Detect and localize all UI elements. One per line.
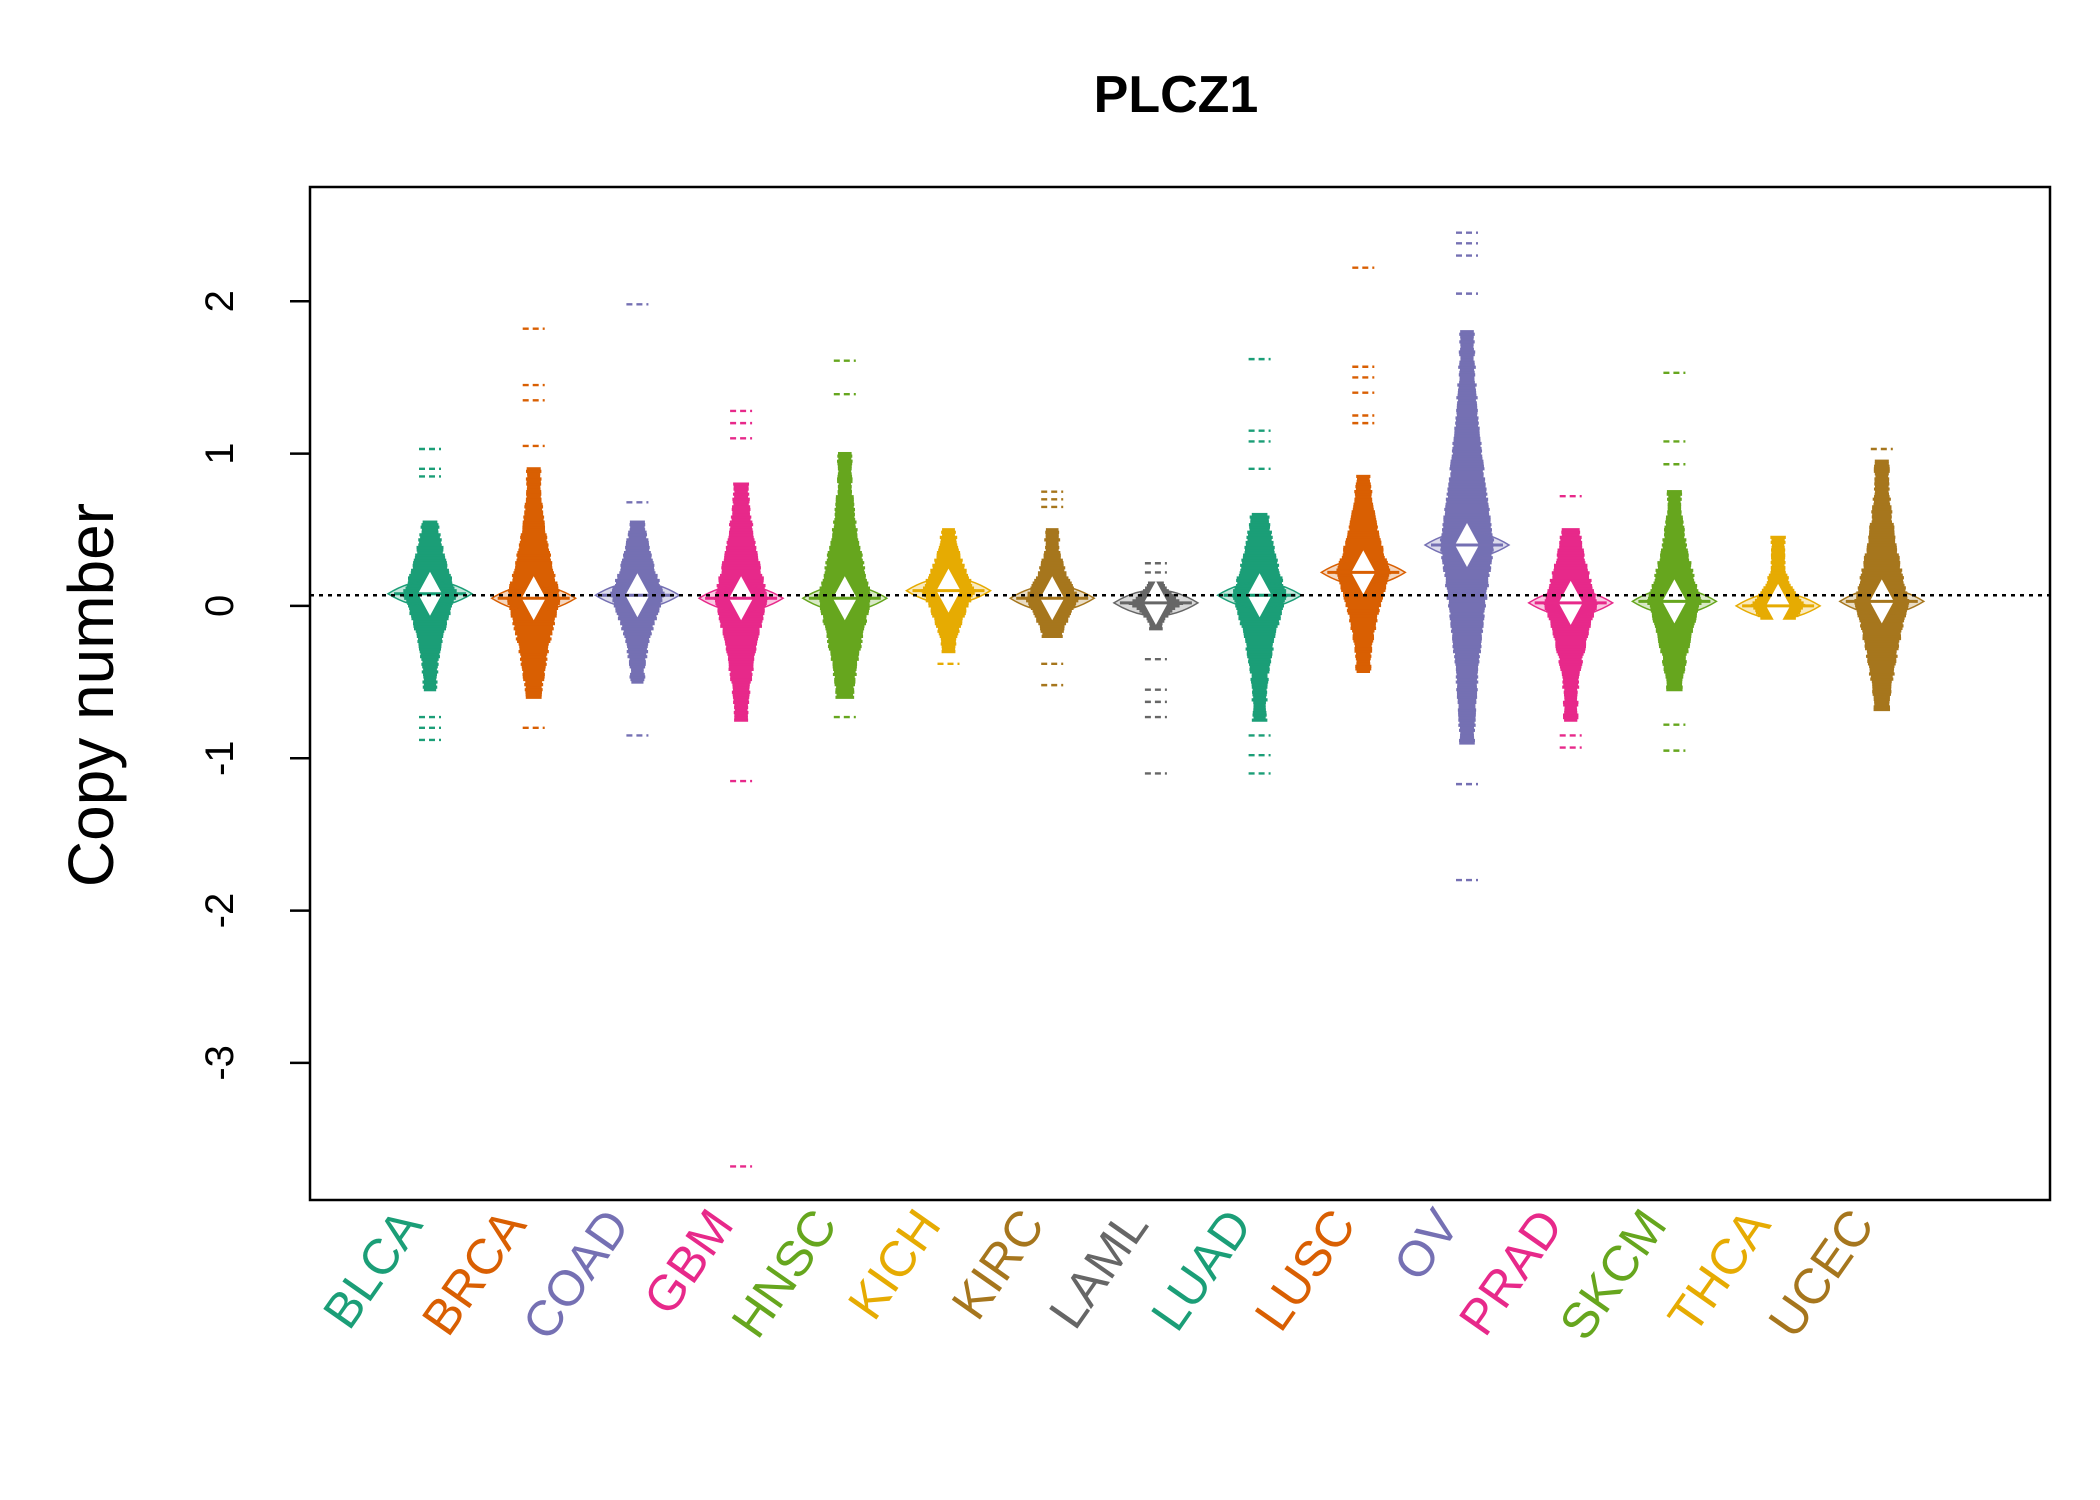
- plot-frame: [308, 185, 2052, 1202]
- y-axis-label: Copy number: [55, 503, 127, 887]
- y-tick-label: 1: [198, 442, 242, 464]
- bean-ov: [1423, 231, 1511, 882]
- bean-hnsc: [801, 359, 889, 719]
- bean-gbm: [697, 409, 785, 1168]
- y-tick-label: 2: [198, 290, 242, 312]
- y-axis: -3 -2 -1 0 1 2: [198, 290, 310, 1081]
- bean-prad: [1527, 495, 1615, 749]
- x-tick-label-skcm: SKCM: [1549, 1199, 1678, 1349]
- x-tick-label-blca: BLCA: [312, 1199, 433, 1339]
- beans-layer: [386, 231, 1926, 1168]
- bean-coad: [593, 303, 681, 737]
- bean-kich: [905, 528, 992, 665]
- x-tick-label-lusc: LUSC: [1244, 1199, 1366, 1340]
- bean-laml: [1112, 562, 1200, 775]
- bean-ucec: [1838, 447, 1926, 712]
- x-tick-label-prad: PRAD: [1448, 1199, 1574, 1345]
- bean-brca: [490, 327, 578, 729]
- bean-thca: [1734, 535, 1822, 628]
- x-tick-label-hnsc: HNSC: [721, 1199, 848, 1347]
- chart-title: PLCZ1: [1094, 66, 1259, 124]
- x-tick-label-ov: OV: [1383, 1199, 1471, 1291]
- bean-kirc: [1008, 490, 1096, 687]
- x-tick-label-thca: THCA: [1657, 1199, 1781, 1343]
- x-tick-label-luad: LUAD: [1140, 1199, 1262, 1340]
- y-tick-label: 0: [198, 595, 242, 617]
- y-tick-label: -3: [198, 1045, 242, 1081]
- bean-skcm: [1630, 371, 1718, 752]
- bean-luad: [1216, 357, 1304, 775]
- x-tick-label-ucec: UCEC: [1758, 1199, 1885, 1347]
- x-tick-label-laml: LAML: [1038, 1199, 1159, 1338]
- y-tick-label: -2: [198, 893, 242, 929]
- bean-lusc: [1319, 266, 1407, 674]
- y-tick-label: -1: [198, 740, 242, 776]
- x-tick-label-kich: KICH: [837, 1199, 951, 1329]
- x-tick-label-coad: COAD: [512, 1199, 641, 1349]
- x-tick-label-kirc: KIRC: [941, 1199, 1055, 1329]
